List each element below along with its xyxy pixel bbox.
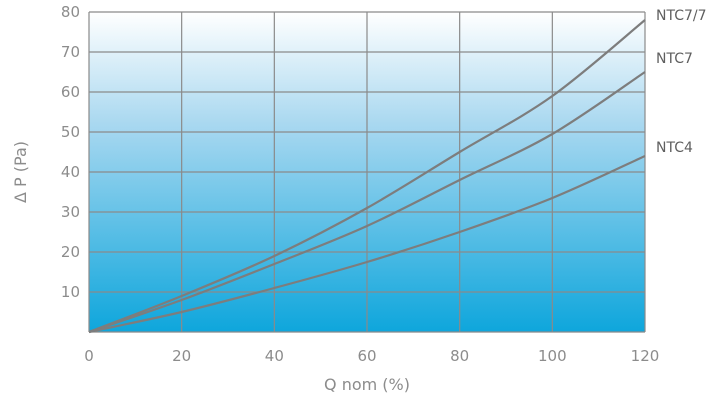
series-label: NTC4 xyxy=(656,140,693,156)
y-tick-label: 40 xyxy=(61,163,80,181)
series-lines xyxy=(88,19,646,334)
y-axis-label: Δ P (Pa) xyxy=(11,141,30,203)
y-tick-label: 30 xyxy=(61,203,80,221)
series-label: NTC7 xyxy=(656,51,693,67)
y-tick-label: 60 xyxy=(61,83,80,101)
x-tick-label: 80 xyxy=(450,347,469,365)
x-tick-label: 60 xyxy=(357,347,376,365)
x-tick-label: 0 xyxy=(84,347,94,365)
y-tick-label: 80 xyxy=(61,3,80,21)
series-line-ntc7-7 xyxy=(88,19,646,334)
series-line-ntc4 xyxy=(88,154,646,334)
series-labels: NTC7/7 NTC7 NTC4 xyxy=(656,8,707,156)
y-tick-labels: 10 20 30 40 50 60 70 80 xyxy=(61,3,80,301)
grid xyxy=(88,11,646,333)
y-tick-label: 10 xyxy=(61,283,80,301)
x-tick-label: 100 xyxy=(538,347,567,365)
x-axis-label: Q nom (%) xyxy=(324,375,410,394)
x-tick-label: 40 xyxy=(265,347,284,365)
y-tick-label: 50 xyxy=(61,123,80,141)
series-label: NTC7/7 xyxy=(656,8,707,24)
x-tick-labels: 0 20 40 60 80 100 120 xyxy=(84,347,659,365)
series-line-ntc7 xyxy=(88,71,646,334)
y-tick-label: 20 xyxy=(61,243,80,261)
y-tick-label: 70 xyxy=(61,43,80,61)
x-tick-label: 20 xyxy=(172,347,191,365)
x-tick-label: 120 xyxy=(631,347,660,365)
